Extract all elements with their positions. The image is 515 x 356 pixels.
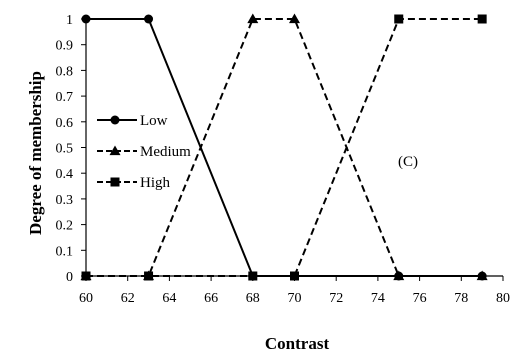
y-tick-label: 0.7	[56, 90, 74, 105]
point-high	[477, 14, 487, 24]
point-medium	[476, 270, 488, 281]
x-tick-label: 78	[454, 291, 468, 306]
y-tick-label: 0.3	[56, 193, 74, 208]
x-tick-label: 66	[204, 291, 218, 306]
legend-marker-low	[110, 115, 120, 125]
y-tick-label: 0.6	[56, 116, 74, 131]
y-tick-label: 0.5	[56, 142, 74, 157]
x-tick-label: 64	[162, 291, 176, 306]
point-high	[144, 271, 154, 281]
legend-marker-medium	[109, 145, 121, 156]
y-tick-label: 0.2	[56, 219, 74, 234]
legend-label-medium: Medium	[140, 144, 191, 160]
series-line-high	[86, 18, 483, 277]
point-low	[144, 14, 154, 24]
y-tick-label: 0.9	[56, 39, 74, 54]
x-tick-label: 68	[246, 291, 260, 306]
series-markers	[80, 13, 488, 281]
series-lines	[86, 18, 483, 277]
point-high	[290, 271, 299, 281]
x-tick-label: 62	[121, 291, 135, 306]
y-axis-title: Degree of membership	[26, 71, 45, 235]
x-tick-label: 70	[288, 291, 302, 306]
y-tick-label: 0.1	[56, 244, 74, 259]
point-high	[81, 271, 91, 281]
x-tick-label: 76	[413, 291, 427, 306]
y-tick-label: 1	[66, 13, 73, 28]
point-low	[81, 14, 91, 24]
point-high	[248, 271, 258, 281]
series-line-medium	[86, 18, 483, 277]
legend-marker-high	[110, 177, 120, 187]
point-high	[394, 14, 404, 24]
point-medium	[289, 13, 300, 24]
point-medium	[393, 270, 405, 281]
x-tick-label: 80	[496, 291, 510, 306]
tick-labels: 60 62 64 66 68 70 72 74 76 78 80 0 0.1 0.2 0.3 0.4 0.5 0.…	[56, 13, 511, 306]
x-axis-title: Contrast	[265, 334, 330, 353]
point-medium	[247, 13, 259, 24]
x-tick-label: 74	[371, 291, 385, 306]
y-tick-label: 0	[66, 270, 73, 285]
annotation-label: (C)	[398, 154, 418, 170]
legend-label-low: Low	[140, 113, 168, 129]
y-tick-label: 0.8	[56, 64, 74, 79]
x-tick-label: 72	[329, 291, 343, 306]
legend-label-high: High	[140, 175, 171, 191]
y-tick-label: 0.4	[56, 167, 74, 182]
x-tick-label: 60	[79, 291, 93, 306]
legend: Low Medium High	[97, 113, 191, 191]
